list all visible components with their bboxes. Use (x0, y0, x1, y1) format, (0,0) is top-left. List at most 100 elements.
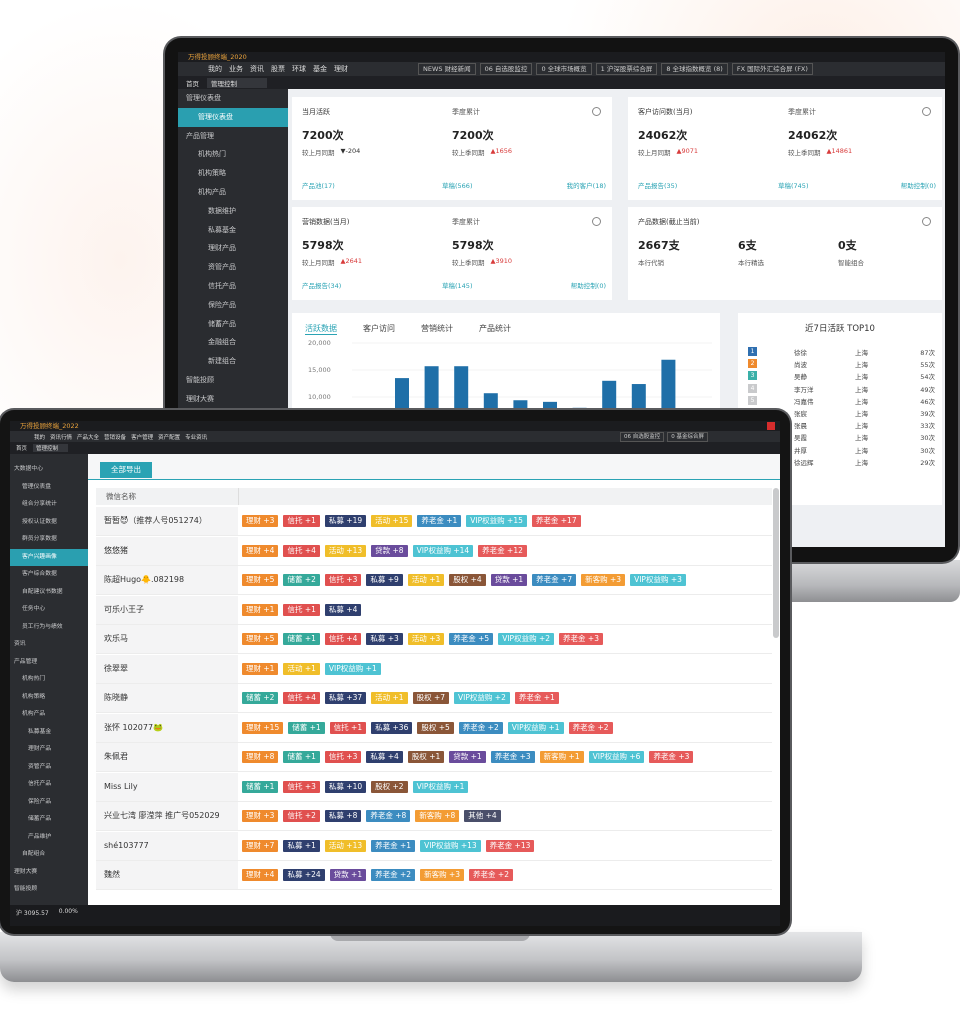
sidebar-item[interactable]: 产品管理 (14, 658, 38, 665)
export-button[interactable]: 全部导出 (100, 462, 152, 478)
tag[interactable]: 养老金 +3 (649, 751, 694, 763)
close-button[interactable] (767, 422, 775, 430)
menu-item[interactable]: 我的 (208, 65, 222, 73)
sidebar-item[interactable]: 机构热门 (22, 676, 46, 682)
tag[interactable]: 信托 +4 (283, 544, 320, 557)
tag[interactable]: 理财 +4 (242, 544, 279, 557)
sidebar-item[interactable]: 自配组合 (22, 851, 46, 857)
chart-tab[interactable]: 客户访问 (363, 324, 395, 333)
menu-item[interactable]: 股票 (271, 65, 285, 73)
tag[interactable]: 信托 +3 (324, 574, 362, 586)
menu-item[interactable]: 理财 (334, 65, 348, 73)
tag[interactable]: VIP权益购 +2 (498, 633, 555, 645)
tag[interactable]: 储蓄 +1 (283, 751, 320, 763)
tag[interactable]: 信托 +3 (283, 780, 320, 793)
tag[interactable]: 养老金 +17 (531, 515, 581, 527)
tab[interactable]: 首页 (186, 79, 199, 88)
sidebar-item[interactable]: 大数据中心 (14, 466, 43, 472)
chart-tab[interactable]: 营销统计 (421, 324, 453, 333)
tag[interactable]: VIP权益购 +1 (507, 721, 564, 734)
tag[interactable]: 私募 +3 (366, 633, 403, 645)
sidebar-item[interactable]: 信托产品 (28, 781, 52, 787)
tag[interactable]: 养老金 +2 (458, 721, 503, 734)
menu-item[interactable]: 专业资讯 (185, 434, 208, 441)
card-link[interactable]: 草稿(745) (778, 182, 809, 190)
card-link[interactable]: 我的客户(18) (566, 182, 606, 190)
tag[interactable]: 股权 +5 (417, 721, 454, 734)
menu-item[interactable]: 基金 (313, 65, 327, 73)
tag[interactable]: 储蓄 +1 (283, 633, 320, 645)
sidebar-item[interactable]: 智能投顾 (186, 375, 214, 384)
toolbar-tab[interactable]: 1 沪深股票综合屏 (595, 63, 658, 75)
sidebar-item[interactable]: 任务中心 (22, 606, 46, 612)
tag[interactable]: VIP权益购 +14 (412, 544, 474, 557)
tag[interactable]: 活动 +1 (407, 574, 445, 586)
tag[interactable]: 私募 +1 (283, 839, 320, 852)
tag[interactable]: 私募 +4 (324, 603, 362, 616)
tag[interactable]: VIP权益购 +15 (466, 515, 527, 527)
menu-item[interactable]: 环球 (292, 65, 306, 73)
tag[interactable]: 养老金 +1 (371, 839, 416, 852)
tag[interactable]: 储蓄 +1 (242, 780, 279, 793)
sidebar-item[interactable]: 机构产品 (198, 187, 226, 196)
tag[interactable]: 私募 +36 (371, 721, 413, 734)
sidebar-item[interactable]: 机构策略 (22, 693, 46, 700)
tag[interactable]: 储蓄 +1 (288, 721, 325, 734)
toolbar-tab[interactable]: 06 自选股监控 (620, 432, 665, 442)
sidebar-item[interactable]: 授权认证数据 (22, 518, 57, 525)
tag[interactable]: 理财 +3 (242, 810, 279, 822)
tag[interactable]: 养老金 +3 (490, 751, 535, 763)
menu-item[interactable]: 业务 (229, 65, 243, 73)
sidebar-item[interactable]: 保险产品 (28, 798, 52, 805)
tag[interactable]: 贷款 +8 (371, 544, 408, 557)
sidebar-item[interactable]: 理财大赛 (14, 868, 38, 875)
tab[interactable]: 管理控制 (33, 444, 69, 452)
tag[interactable]: 活动 +13 (324, 544, 367, 557)
tag[interactable]: 其他 +4 (464, 810, 501, 822)
tag[interactable]: 私募 +8 (324, 810, 362, 822)
tag[interactable]: 养老金 +1 (417, 515, 462, 527)
tab[interactable]: 首页 (16, 446, 28, 452)
sidebar-item[interactable]: 组合分享统计 (22, 501, 57, 507)
tag[interactable]: 股权 +2 (371, 780, 408, 793)
card-link[interactable]: 产品池(17) (302, 182, 335, 190)
tag[interactable]: 活动 +13 (324, 839, 367, 852)
tag[interactable]: 新客购 +8 (415, 810, 460, 822)
tag[interactable]: 私募 +9 (366, 574, 403, 586)
tag[interactable]: 私募 +19 (324, 515, 367, 527)
tag[interactable]: 活动 +1 (371, 692, 408, 704)
tag[interactable]: 信托 +2 (283, 810, 320, 822)
tag[interactable]: 信托 +1 (329, 721, 367, 734)
tag[interactable]: 养老金 +2 (371, 869, 416, 881)
tag[interactable]: VIP权益购 +1 (324, 662, 381, 675)
tag[interactable]: 理财 +5 (242, 633, 279, 645)
menu-item[interactable]: 我的 (34, 434, 46, 441)
tag[interactable]: 新客购 +3 (581, 574, 626, 586)
tag[interactable]: 贷款 +1 (490, 574, 528, 586)
toolbar-tab[interactable]: 06 自选股监控 (479, 63, 533, 75)
tag[interactable]: 活动 +1 (283, 662, 320, 675)
sidebar-item[interactable]: 客户综合数据 (22, 571, 57, 577)
chart-tab[interactable]: 活跃数据 (305, 324, 337, 335)
tag[interactable]: 新客购 +3 (420, 869, 465, 881)
tag[interactable]: 信托 +3 (324, 751, 362, 763)
tag[interactable]: 养老金 +12 (478, 544, 527, 557)
menu-item[interactable]: 资讯 (250, 65, 264, 73)
sidebar-item[interactable]: 自配建议书数据 (22, 588, 63, 595)
sidebar-item[interactable]: 新建组合 (208, 357, 236, 366)
card-link[interactable]: 产品报告(34) (302, 282, 342, 290)
menu-item[interactable]: 营销设备 (104, 434, 127, 441)
scrollbar[interactable] (773, 488, 779, 638)
sidebar-item[interactable]: 保险产品 (208, 300, 236, 309)
sidebar-item[interactable]: 资讯 (14, 641, 26, 647)
tag[interactable]: 信托 +1 (283, 603, 320, 616)
sidebar-item[interactable]: 智能投顾 (14, 886, 38, 892)
tag[interactable]: 理财 +4 (242, 869, 279, 881)
tag[interactable]: 理财 +8 (242, 751, 279, 763)
tag[interactable]: 储蓄 +2 (242, 692, 279, 704)
tag[interactable]: 私募 +4 (366, 751, 403, 763)
tag[interactable]: VIP权益购 +1 (412, 780, 469, 793)
sidebar-item[interactable]: 员工行为与绩效 (22, 623, 63, 630)
tag[interactable]: 贷款 +1 (329, 869, 367, 881)
toolbar-tab[interactable]: NEWS 财经新闻 (418, 63, 476, 75)
